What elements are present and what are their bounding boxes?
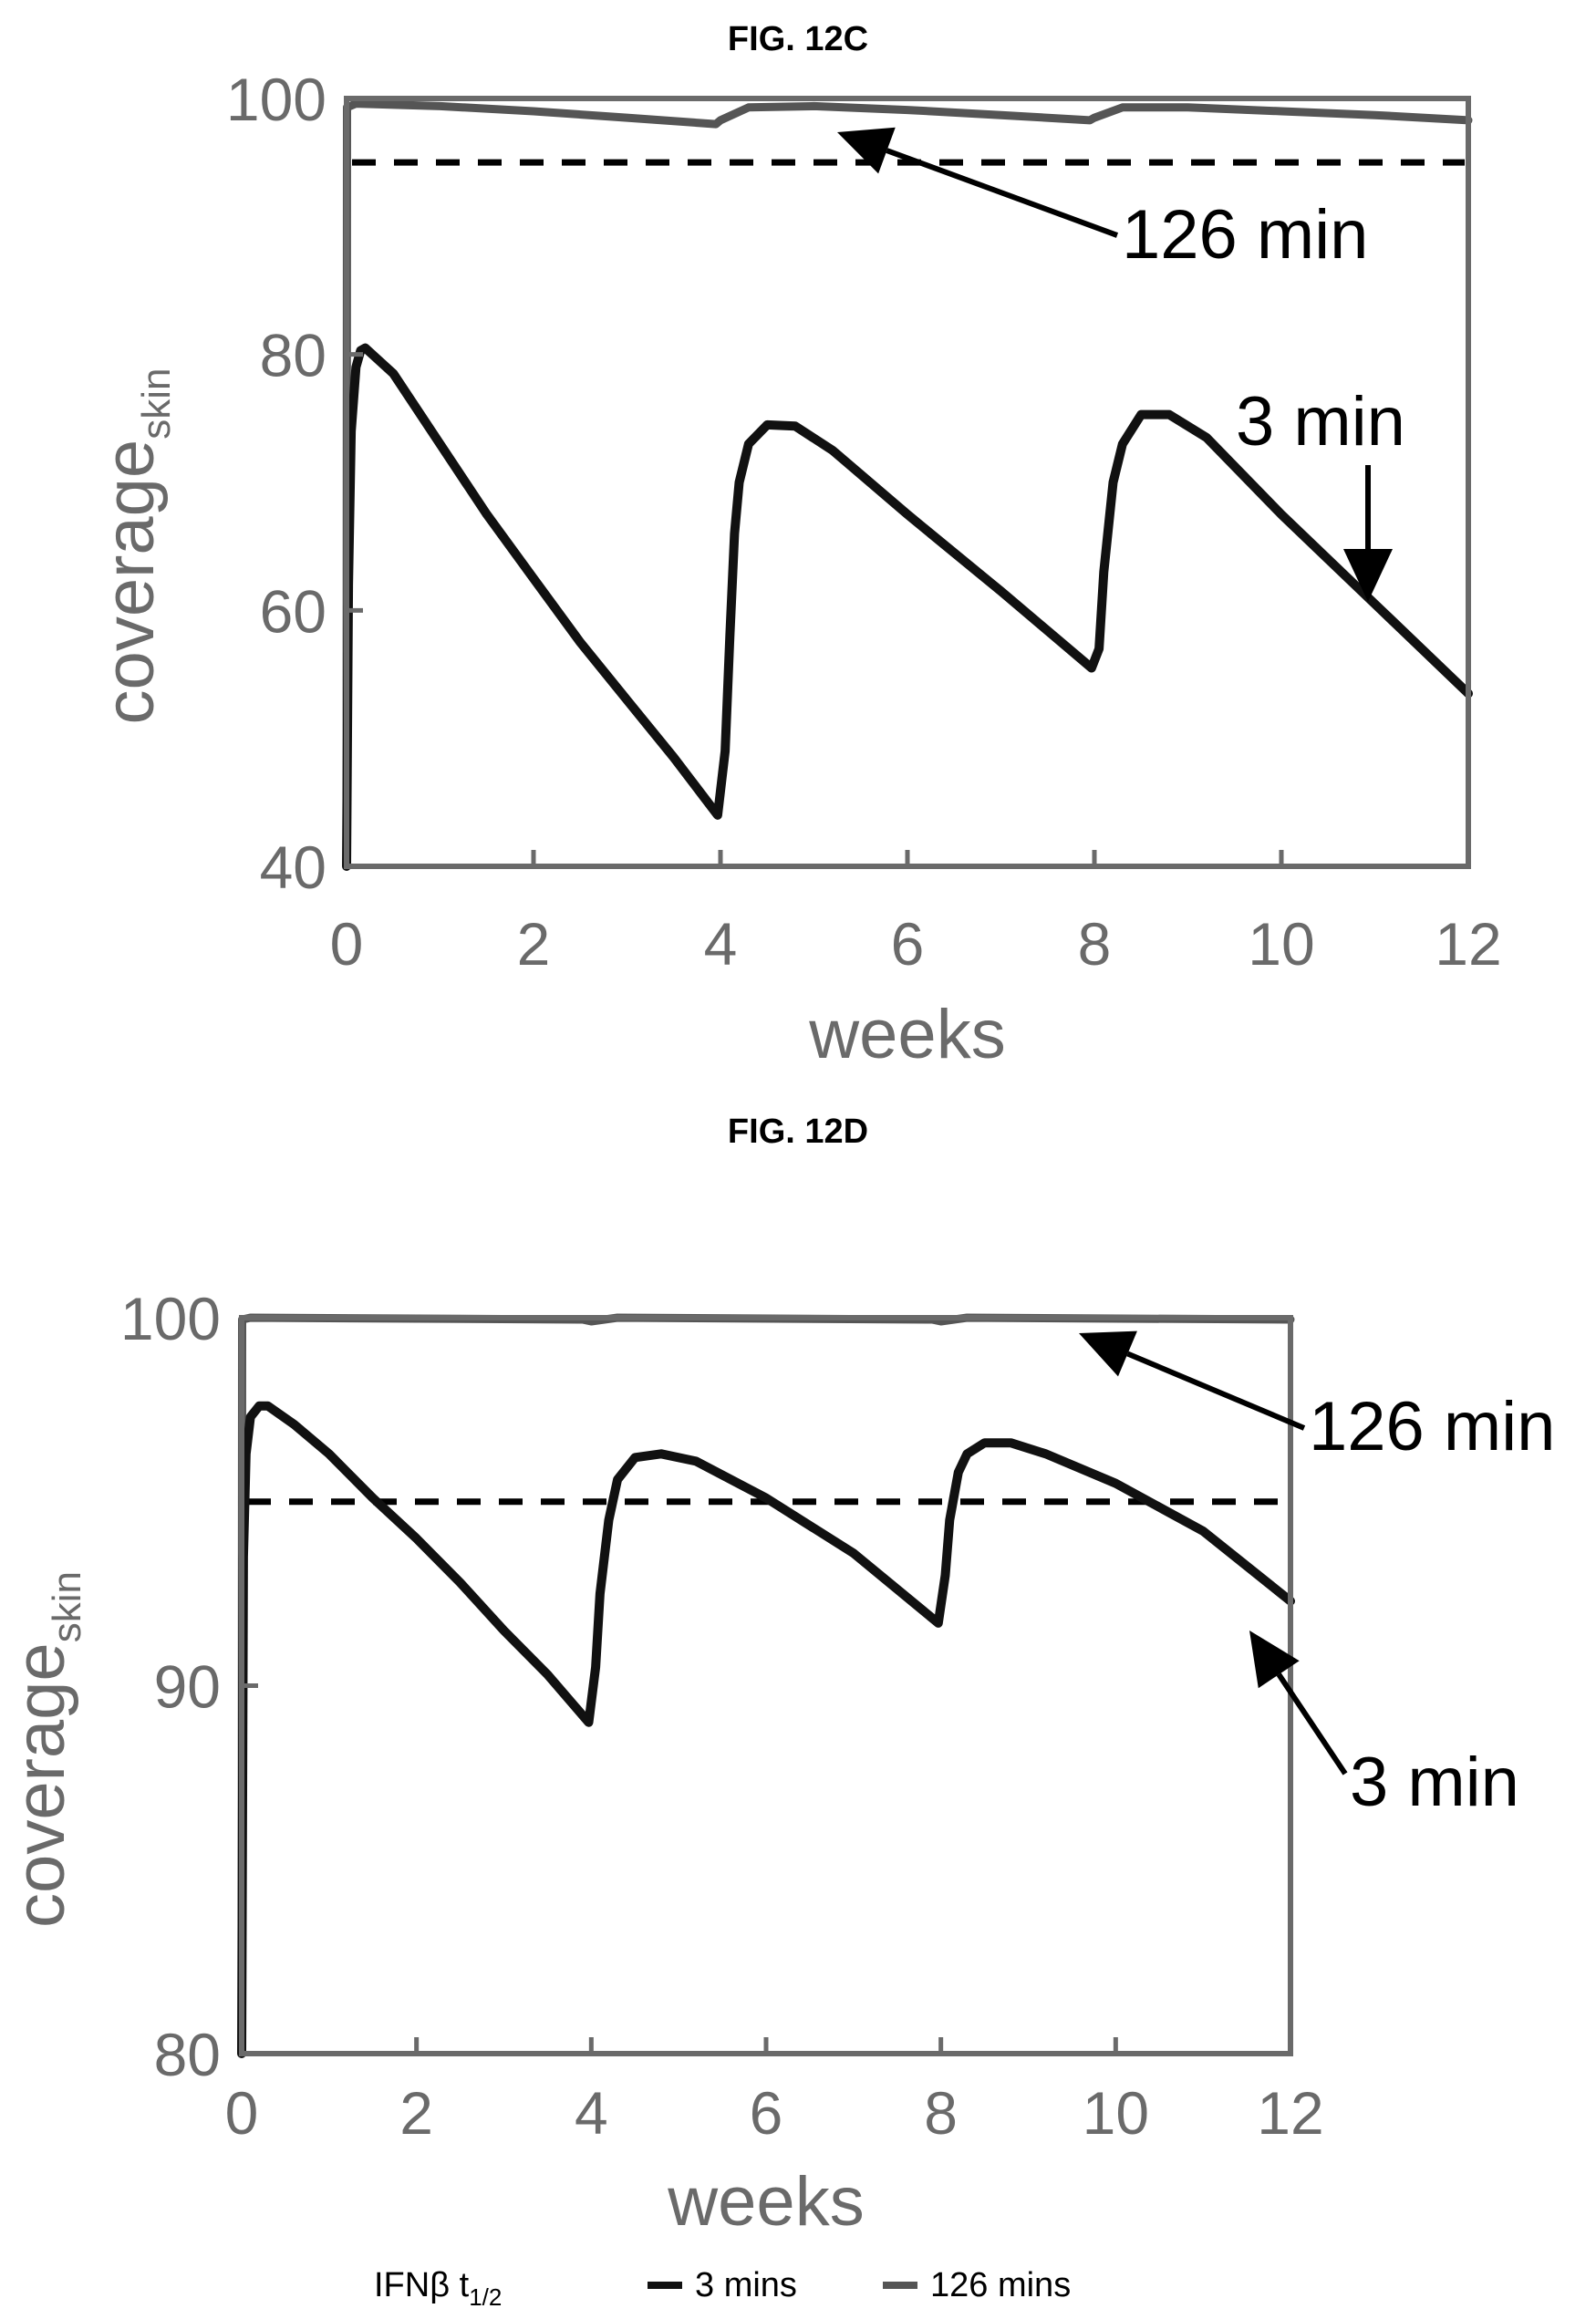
y-tick-label: 80 xyxy=(260,322,326,389)
annotation-arrow-head xyxy=(837,127,896,174)
x-tick-label: 6 xyxy=(750,2079,783,2147)
x-tick-label: 4 xyxy=(575,2079,608,2147)
annotation-arrow-shaft xyxy=(1276,1672,1348,1775)
series-line-0 xyxy=(342,99,1473,871)
chart-12d: FIG. 12D 0 2 4 6 8 10 12 80 90 100 weeks coverageski… xyxy=(2,1113,1555,2311)
x-tick-label: 12 xyxy=(1435,910,1501,978)
figure-title: FIG. 12D xyxy=(728,1113,868,1151)
legend: IFNβ t1/2 3 mins 126 mins xyxy=(374,2266,1071,2311)
x-axis-label: weeks xyxy=(667,2163,864,2241)
y-axis-label-main: coverage xyxy=(2,1642,79,1928)
legend-title-main: IFNβ t xyxy=(374,2266,470,2304)
y-axis-label: coverageskin xyxy=(91,368,179,725)
annotation-label: 3 min xyxy=(1236,383,1405,461)
x-axis-label: weeks xyxy=(808,996,1005,1073)
y-tick-label: 60 xyxy=(260,577,326,645)
annotation-arrow-head xyxy=(1079,1330,1137,1377)
legend-entry: 3 mins xyxy=(695,2266,797,2304)
legend-title-subscript: 1/2 xyxy=(469,2283,502,2311)
y-tick-label: 40 xyxy=(260,833,326,901)
x-tick-label: 10 xyxy=(1083,2079,1149,2147)
y-tick-label: 90 xyxy=(154,1653,221,1721)
legend-title: IFNβ t1/2 xyxy=(374,2266,502,2311)
x-tick-label: 12 xyxy=(1257,2079,1323,2147)
annotation-arrow-shaft xyxy=(1126,1351,1306,1431)
y-tick-label: 100 xyxy=(120,1285,221,1352)
annotation-arrow-shaft xyxy=(886,148,1119,238)
y-tick-label: 100 xyxy=(226,66,326,133)
annotation-label: 3 min xyxy=(1350,1744,1519,1821)
figure-title: FIG. 12C xyxy=(728,20,868,58)
annotation-label: 126 min xyxy=(1309,1388,1555,1465)
x-tick-label: 2 xyxy=(517,910,551,978)
y-axis-label-subscript: skin xyxy=(45,1571,89,1642)
y-axis-label: coverageskin xyxy=(2,1571,89,1928)
x-tick-label: 10 xyxy=(1248,910,1314,978)
x-tick-label: 8 xyxy=(924,2079,958,2147)
legend-entry: 126 mins xyxy=(930,2266,1071,2304)
y-axis-label-subscript: skin xyxy=(134,368,179,440)
plot-frame xyxy=(239,1315,1293,2056)
chart-12c: FIG. 12C 0 2 4 6 8 10 12 40 60 80 100 weeks coverages… xyxy=(91,20,1502,1073)
annotation-label: 126 min xyxy=(1122,196,1368,274)
x-tick-label: 0 xyxy=(225,2079,259,2147)
x-tick-label: 4 xyxy=(704,910,738,978)
x-tick-label: 6 xyxy=(891,910,925,978)
x-tick-label: 8 xyxy=(1078,910,1112,978)
annotation-arrow-head xyxy=(1343,549,1393,602)
x-tick-label: 0 xyxy=(330,910,364,978)
series-line-1 xyxy=(342,343,1473,871)
annotation-arrow-head xyxy=(1249,1631,1300,1689)
series-line-1 xyxy=(237,1401,1295,2058)
series-line-0 xyxy=(237,1313,1295,2058)
y-axis-label-main: coverage xyxy=(91,440,169,725)
y-tick-label: 80 xyxy=(154,2021,221,2088)
x-tick-label: 2 xyxy=(399,2079,433,2147)
